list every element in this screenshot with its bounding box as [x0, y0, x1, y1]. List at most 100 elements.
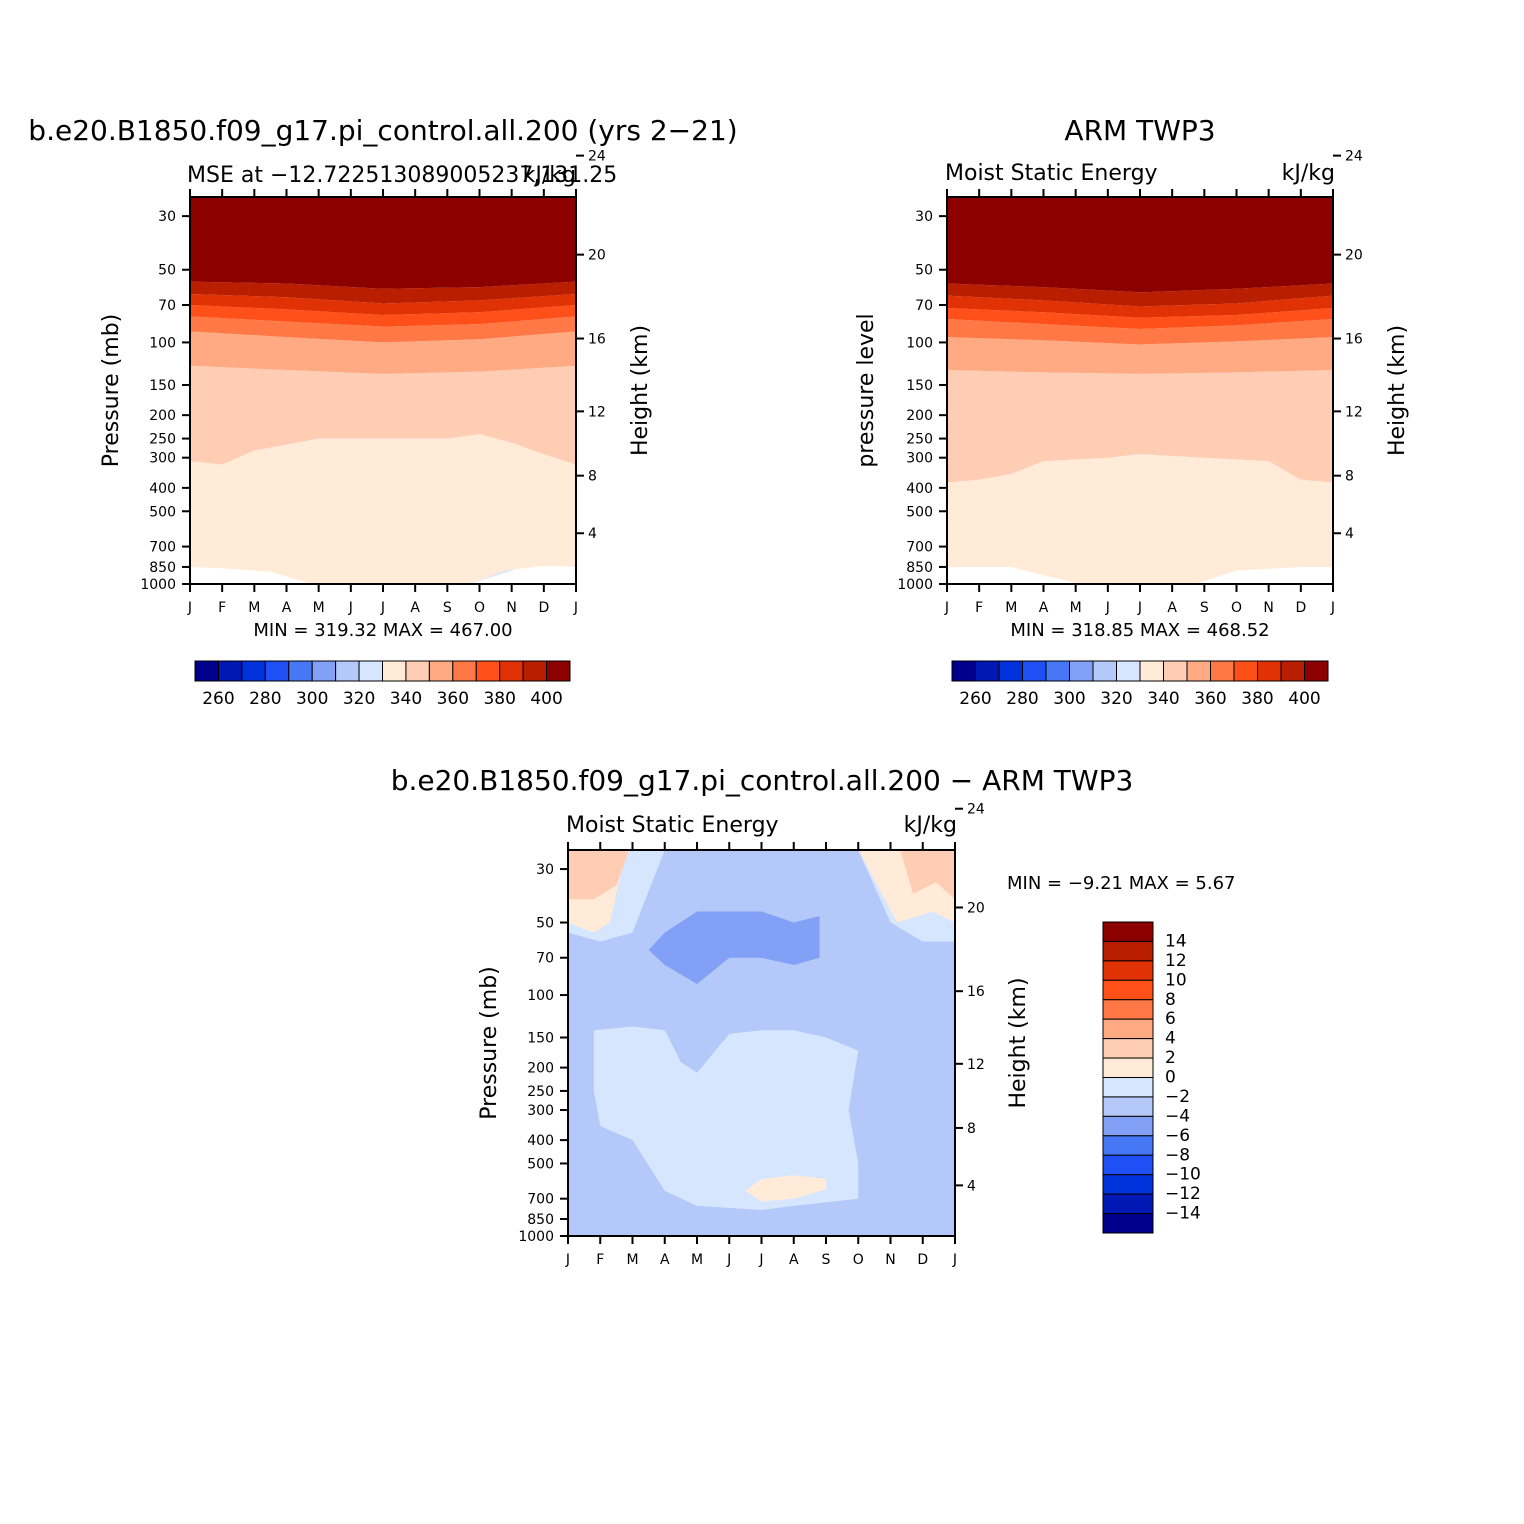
x-tick-label: O	[853, 1252, 864, 1268]
colorbar-swatch	[1092, 660, 1117, 682]
colorbar-swatch	[1102, 1077, 1154, 1098]
colorbar-label: 380	[483, 689, 515, 709]
contour-band	[947, 283, 1333, 307]
y-tick-label: 1000	[897, 577, 933, 593]
colorbar-swatch	[1102, 1096, 1154, 1117]
y-tick-label: 700	[906, 540, 933, 556]
panel-title: b.e20.B1850.f09_g17.pi_control.all.200 −…	[391, 764, 1134, 797]
y-axis-label: Pressure (mb)	[477, 966, 502, 1120]
colorbar-swatch	[1102, 940, 1154, 962]
panel-plot-top-right: J F M A M J J A S O N D J 30 50 70 100 150 200 250 300 400 500…	[854, 149, 1410, 616]
y-tick-label: 250	[149, 432, 176, 448]
colorbar-swatch	[1102, 1174, 1154, 1195]
x-tick-label: J	[758, 1252, 763, 1268]
y-tick-label: 700	[149, 540, 176, 556]
x-tick-label: F	[975, 600, 983, 616]
y-tick-label: 250	[527, 1084, 554, 1100]
panel-plot-bottom: J F M A M J J A S O N D J 30 50 70 100 150 200 250 300 400 500…	[477, 802, 1031, 1268]
panel-right-string: kJ/kg	[904, 813, 957, 838]
x-tick-label: A	[1167, 600, 1177, 616]
colorbar-swatch	[1045, 660, 1070, 682]
y-axis-label: pressure level	[854, 313, 879, 467]
colorbar-label: 360	[1194, 689, 1226, 709]
x-tick-label: J	[187, 600, 192, 616]
colorbar-swatch	[1210, 660, 1235, 682]
colorbar-swatch	[1102, 1057, 1154, 1078]
y-tick-label: 300	[527, 1103, 554, 1119]
x-tick-label: J	[952, 1252, 957, 1268]
colorbar-swatch	[405, 660, 430, 682]
y2-tick-label: 24	[967, 802, 985, 818]
contour-band	[190, 331, 576, 374]
y-tick-label: 50	[158, 263, 176, 279]
contour-band	[745, 1175, 826, 1202]
colorbar-swatch	[1102, 1018, 1154, 1040]
y-tick-label: 70	[915, 298, 933, 314]
y-tick-label: 700	[527, 1192, 554, 1208]
colorbar-swatch	[382, 660, 407, 682]
contour-band	[947, 370, 1333, 483]
contour-band	[190, 434, 576, 584]
colorbar-label: 340	[390, 689, 422, 709]
colorbar-label: 260	[959, 689, 991, 709]
colorbar-label: 10	[1165, 970, 1187, 990]
y-tick-label: 50	[915, 263, 933, 279]
colorbar-swatch	[1139, 660, 1164, 682]
colorbar-swatch	[1233, 660, 1258, 682]
y-tick-label: 30	[536, 862, 554, 878]
x-tick-label: M	[626, 1252, 638, 1268]
y-axis-label: Pressure (mb)	[99, 314, 124, 468]
contour-band	[190, 281, 576, 304]
y-tick-label: 200	[149, 408, 176, 424]
y-tick-label: 850	[149, 560, 176, 576]
colorbar-swatch	[1022, 660, 1047, 682]
colorbar-label: −2	[1165, 1087, 1190, 1107]
y2-tick-label: 20	[588, 248, 606, 264]
x-tick-label: M	[691, 1252, 703, 1268]
y-tick-label: 100	[527, 988, 554, 1004]
y-tick-label: 100	[906, 335, 933, 351]
y2-axis-label: Height (km)	[1006, 977, 1031, 1108]
y2-tick-label: 8	[1345, 469, 1354, 485]
y2-tick-label: 4	[967, 1178, 976, 1194]
colorbar-swatch	[1102, 921, 1154, 942]
y-tick-label: 500	[527, 1156, 554, 1172]
contour-band	[947, 319, 1333, 345]
y2-tick-label: 4	[588, 526, 597, 542]
colorbar-swatch	[1102, 1213, 1154, 1234]
colorbar-swatch	[522, 660, 548, 682]
colorbar-swatch	[217, 660, 243, 682]
colorbar-label: 300	[296, 689, 328, 709]
y2-axis-label: Height (km)	[1385, 325, 1410, 456]
x-tick-label: J	[348, 600, 353, 616]
y2-tick-label: 16	[588, 332, 606, 348]
panel-left-string: Moist Static Energy	[945, 161, 1158, 186]
x-tick-label: J	[1137, 600, 1142, 616]
x-tick-label: J	[944, 600, 949, 616]
y-tick-label: 850	[906, 560, 933, 576]
y2-tick-label: 16	[1345, 332, 1363, 348]
colorbar-label: 6	[1165, 1009, 1176, 1029]
x-tick-label: A	[282, 600, 292, 616]
contour-band	[190, 197, 576, 289]
y2-tick-label: 8	[588, 469, 597, 485]
y2-tick-label: 20	[967, 900, 985, 916]
colorbar-swatch	[1304, 660, 1329, 682]
colorbar-swatch	[499, 660, 524, 682]
y-tick-label: 30	[158, 209, 176, 225]
y-tick-label: 70	[536, 951, 554, 967]
colorbar-swatch	[1102, 1038, 1154, 1059]
colorbar-swatch	[1102, 1135, 1154, 1156]
contour-band	[947, 454, 1333, 584]
y-tick-label: 70	[158, 298, 176, 314]
colorbar-swatch	[1163, 660, 1188, 682]
x-tick-label: D	[538, 600, 549, 616]
x-tick-label: J	[1330, 600, 1335, 616]
y-tick-label: 250	[906, 432, 933, 448]
panel-stats: MIN = −9.21 MAX = 5.67	[1007, 873, 1236, 894]
colorbar-swatch	[475, 660, 501, 682]
colorbar-swatch	[428, 660, 454, 682]
y-tick-label: 850	[527, 1212, 554, 1228]
panel-left-string: Moist Static Energy	[566, 813, 779, 838]
